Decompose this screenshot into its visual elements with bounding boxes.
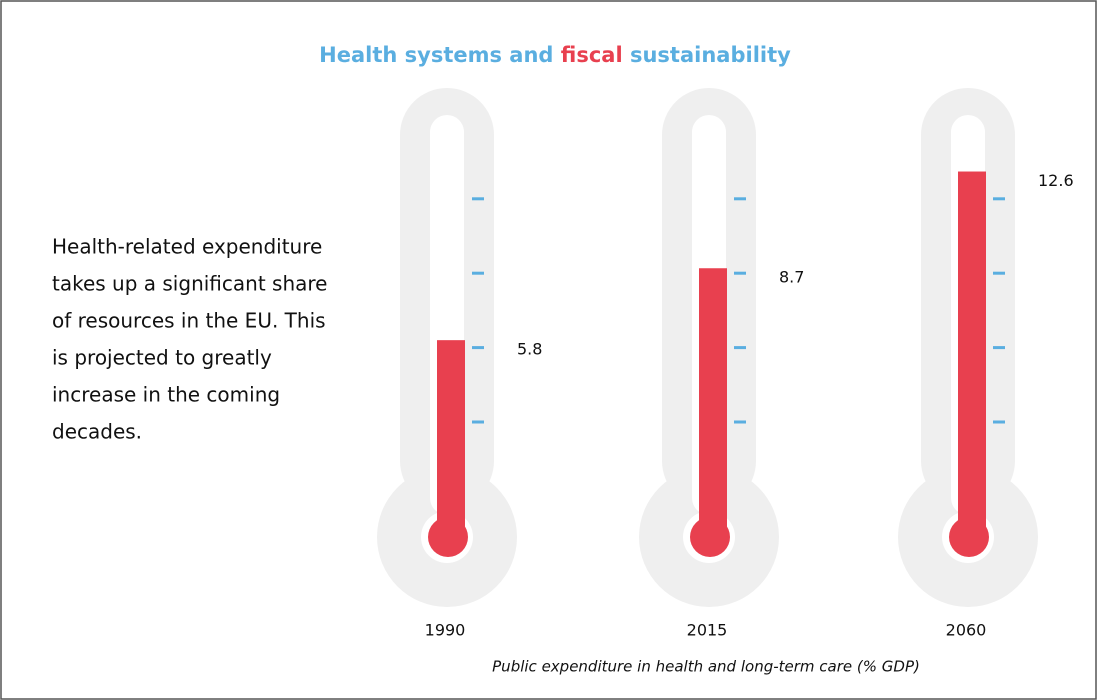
description-line: decades. <box>52 420 142 444</box>
note: Public expenditure in health and long-te… <box>492 658 920 676</box>
x-tick-label: 2015 <box>687 621 728 640</box>
x-tick-label: 2060 <box>946 621 987 640</box>
bar <box>699 268 727 537</box>
value-label: 12.6 <box>1038 171 1074 190</box>
description-line: increase in the coming <box>52 383 280 407</box>
chart-title: Health systems and fiscal sustainability <box>319 43 791 67</box>
bar <box>437 340 465 537</box>
description-line: of resources in the EU. This <box>52 309 326 333</box>
title-part: Health systems and <box>319 43 553 67</box>
value-label: 5.8 <box>517 340 542 359</box>
value-label: 8.7 <box>779 268 804 287</box>
description-line: takes up a significant share <box>52 272 327 296</box>
title-part: fiscal <box>561 43 623 67</box>
description-line: Health-related expenditure <box>52 235 322 259</box>
x-tick-label: 1990 <box>425 621 466 640</box>
bar <box>958 171 986 537</box>
title-part: sustainability <box>630 43 791 67</box>
description-line: is projected to greatly <box>52 346 272 370</box>
